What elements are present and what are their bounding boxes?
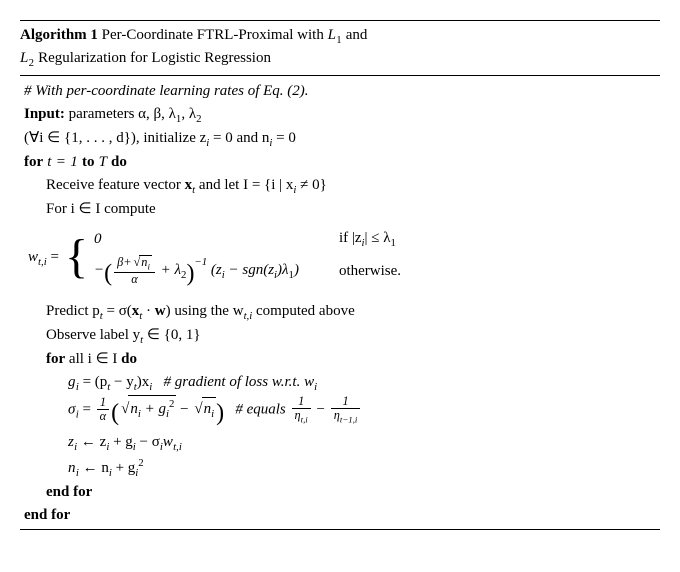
case-zero: 0 bbox=[94, 231, 299, 248]
for-outer: for t = 1 to T do bbox=[24, 151, 660, 174]
rule-bottom bbox=[20, 529, 660, 530]
title-text-2: Regularization for Logistic Regression bbox=[34, 50, 271, 66]
frac-beta-alpha: β+ni α bbox=[114, 255, 155, 286]
n-update-line: ni ← ni + gi2 bbox=[68, 455, 660, 481]
algorithm-body: # With per-coordinate learning rates of … bbox=[20, 80, 660, 526]
rule-top bbox=[20, 20, 660, 21]
predict-line: Predict pt = σ(xt · w) using the wt,i co… bbox=[46, 300, 660, 324]
case-otherwise-expr: −( β+ni α + λ2)−1 (zi − sgn(zi)λ1) bbox=[94, 255, 299, 287]
input-line: Input: parameters α, β, λ1, λ2 bbox=[24, 103, 660, 127]
algorithm-title: Algorithm 1 Per-Coordinate FTRL-Proximal… bbox=[20, 25, 660, 72]
algorithm-box: Algorithm 1 Per-Coordinate FTRL-Proximal… bbox=[20, 20, 660, 530]
input-params: parameters α, β, λ1, λ2 bbox=[65, 106, 202, 122]
algorithm-label: Algorithm 1 bbox=[20, 27, 98, 43]
for-inner: for all i ∈ I do bbox=[46, 348, 660, 371]
for-i-compute: For i ∈ I compute bbox=[46, 198, 660, 221]
title-and: and bbox=[342, 27, 367, 43]
input-keyword: Input: bbox=[24, 106, 65, 122]
piecewise-weight: wt,i = { 0 if |zi| ≤ λ1 −( β+ni α + λ2)−… bbox=[28, 230, 656, 287]
case-zero-cond: if |zi| ≤ λ1 bbox=[339, 230, 401, 249]
init-line: (∀i ∈ {1, . . . , d}), initialize zi = 0… bbox=[24, 127, 660, 151]
z-update-line: zi ← zi + gi − σiwt,i bbox=[68, 431, 660, 455]
title-L2: L2 bbox=[20, 50, 34, 66]
end-for-inner: end for bbox=[46, 481, 660, 504]
gradient-comment: # gradient of loss w.r.t. wi bbox=[164, 374, 318, 390]
pw-cases: 0 if |zi| ≤ λ1 −( β+ni α + λ2)−1 (zi − s… bbox=[94, 230, 401, 287]
observe-line: Observe label yt ∈ {0, 1} bbox=[46, 324, 660, 348]
comment-learning-rates: # With per-coordinate learning rates of … bbox=[24, 80, 660, 103]
brace-icon: { bbox=[65, 233, 88, 281]
gradient-line: gi = (pt − yt)xi # gradient of loss w.r.… bbox=[68, 371, 660, 395]
sigma-comment: # equals bbox=[235, 401, 289, 417]
rule-mid bbox=[20, 75, 660, 76]
receive-line: Receive feature vector xt and let I = {i… bbox=[46, 174, 660, 198]
title-text-1: Per-Coordinate FTRL-Proximal with bbox=[102, 27, 328, 43]
case-otherwise-cond: otherwise. bbox=[339, 263, 401, 280]
sigma-line: σi = 1α(ni + gi2 − ni) # equals 1ηt,i − … bbox=[68, 395, 660, 431]
pw-lhs: wt,i = bbox=[28, 249, 59, 268]
title-L1: L1 bbox=[328, 27, 342, 43]
end-for-outer: end for bbox=[24, 504, 660, 527]
